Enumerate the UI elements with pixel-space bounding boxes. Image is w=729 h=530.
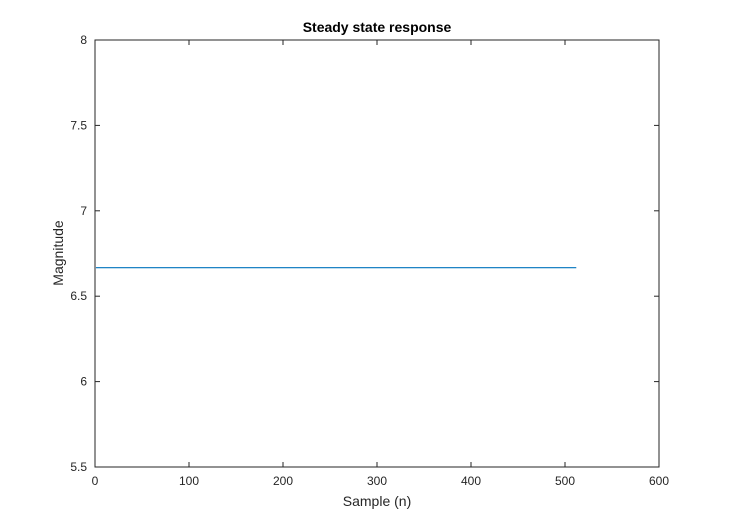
y-tick-label: 5.5 (70, 460, 87, 474)
chart-title: Steady state response (303, 19, 452, 35)
y-tick-label: 7 (80, 204, 87, 218)
x-tick-label: 400 (461, 474, 481, 488)
x-tick-label: 200 (273, 474, 293, 488)
x-tick-label: 100 (179, 474, 199, 488)
y-axis-ticks: 5.5 6 6.5 7 7.5 8 (70, 33, 659, 474)
y-axis-label: Magnitude (50, 220, 66, 286)
x-tick-label: 300 (367, 474, 387, 488)
x-tick-label: 600 (649, 474, 669, 488)
x-axis-ticks: 0 100 200 300 400 500 600 (92, 40, 669, 488)
x-axis-label: Sample (n) (343, 493, 411, 509)
y-tick-label: 7.5 (70, 118, 87, 132)
x-tick-label: 500 (555, 474, 575, 488)
x-tick-label: 0 (92, 474, 99, 488)
y-tick-label: 6.5 (70, 289, 87, 303)
y-tick-label: 8 (80, 33, 87, 47)
y-tick-label: 6 (80, 375, 87, 389)
plot-area (95, 40, 659, 467)
